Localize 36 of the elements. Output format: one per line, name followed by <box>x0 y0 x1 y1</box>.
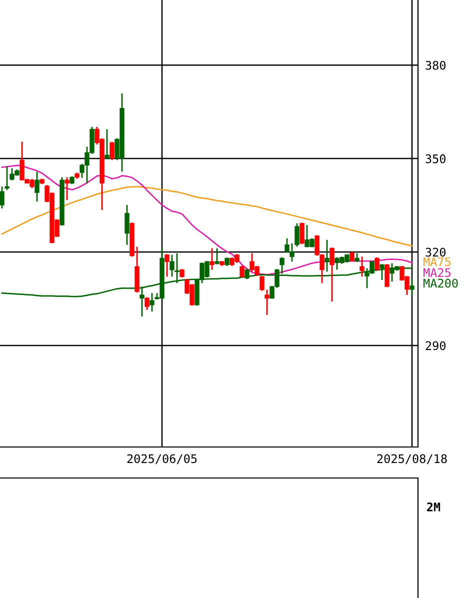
x-tick-label: 2025/08/18 <box>377 454 447 464</box>
y-tick-label: 290 <box>426 341 446 350</box>
candlestick <box>4 166 10 191</box>
candlestick <box>124 204 130 246</box>
text: 2M <box>427 502 440 512</box>
candlestick <box>384 263 390 288</box>
candlestick <box>144 296 150 311</box>
candlestick <box>294 222 300 248</box>
candlestick <box>264 289 270 316</box>
candlestick <box>374 256 380 272</box>
candlestick <box>300 222 304 245</box>
series-label: MA25 <box>423 268 450 278</box>
candlestick <box>350 251 354 262</box>
line-series <box>1 186 413 246</box>
candlestick <box>240 265 244 278</box>
series-label: MA75 <box>423 257 450 266</box>
candlestick <box>260 275 264 292</box>
candlestick <box>170 254 174 278</box>
y-tick-label: 350 <box>426 154 446 164</box>
y-tick-label: 380 <box>426 60 446 70</box>
candlestick <box>110 141 114 161</box>
candlestick <box>360 256 364 278</box>
x-tick-label: 2025/06/05 <box>127 454 197 464</box>
series-label: MA200 <box>423 278 458 288</box>
candlestick <box>210 248 214 270</box>
candlestick <box>214 248 220 266</box>
candlestick <box>150 292 154 312</box>
candlestick <box>164 253 170 278</box>
candlestick <box>410 279 414 296</box>
y-tick-label: 320 <box>426 248 446 257</box>
candlestick <box>34 170 40 202</box>
candlestick <box>64 176 70 201</box>
candlestick <box>330 246 334 302</box>
candlestick <box>324 239 330 272</box>
candlestick <box>0 186 4 210</box>
candlestick <box>104 128 110 160</box>
